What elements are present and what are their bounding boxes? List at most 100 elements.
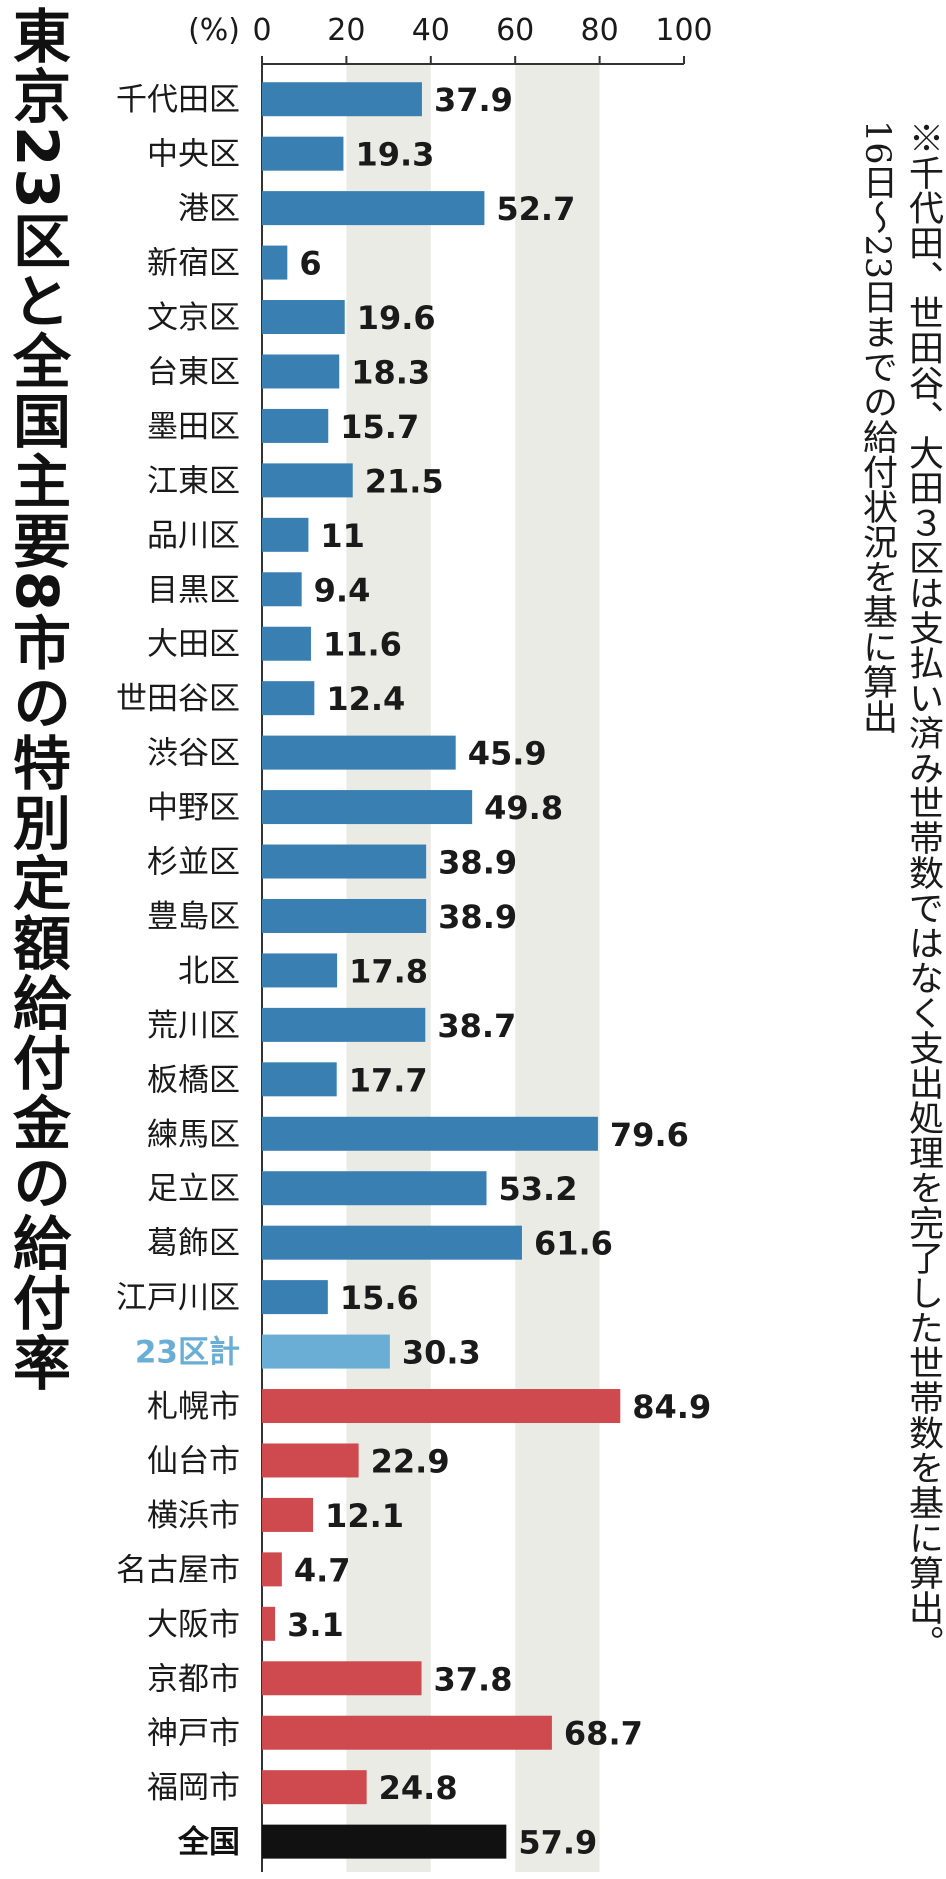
value-label: 37.9 bbox=[434, 81, 513, 119]
value-label: 17.7 bbox=[349, 1061, 428, 1099]
category-label: 文京区 bbox=[147, 300, 240, 336]
bar bbox=[262, 1007, 426, 1042]
value-label: 11 bbox=[320, 517, 365, 555]
value-label: 24.8 bbox=[379, 1769, 458, 1807]
bar bbox=[262, 790, 473, 825]
bar bbox=[262, 626, 311, 661]
bar bbox=[262, 1606, 276, 1641]
value-label: 4.7 bbox=[294, 1551, 351, 1589]
value-label: 45.9 bbox=[468, 735, 547, 773]
bar bbox=[262, 1443, 359, 1478]
bar bbox=[262, 1715, 552, 1750]
grid-band-20-40 bbox=[346, 64, 431, 1872]
tick-label: 0 bbox=[252, 13, 271, 48]
category-label: 目黒区 bbox=[147, 572, 240, 608]
category-label: 全国 bbox=[177, 1825, 240, 1861]
value-label: 61.6 bbox=[534, 1225, 613, 1263]
category-label: 中野区 bbox=[147, 790, 240, 826]
value-label: 21.5 bbox=[365, 462, 444, 500]
value-label: 12.4 bbox=[326, 680, 405, 718]
tick-label: 60 bbox=[496, 13, 534, 48]
category-label: 大田区 bbox=[147, 627, 240, 663]
bar bbox=[262, 136, 344, 171]
category-label: 北区 bbox=[178, 953, 240, 989]
value-label: 52.7 bbox=[496, 190, 575, 228]
category-label: 品川区 bbox=[147, 518, 240, 554]
value-label: 22.9 bbox=[371, 1442, 450, 1480]
bar bbox=[262, 82, 422, 117]
category-label: 板橋区 bbox=[147, 1062, 240, 1098]
value-labels: 37.919.3 52.7 6 19.6 18.3 15.7 21.511 9.4 11.6 12… bbox=[287, 81, 711, 1861]
grid-band-60-80 bbox=[515, 64, 600, 1872]
category-label: 葛飾区 bbox=[147, 1226, 240, 1262]
bar bbox=[262, 1225, 522, 1260]
bar bbox=[262, 245, 288, 280]
tick-label: 80 bbox=[581, 13, 619, 48]
bar bbox=[262, 1280, 328, 1315]
value-label: 11.6 bbox=[323, 626, 402, 664]
x-axis: 0 20 40 60 80 100 (%) bbox=[188, 13, 713, 1872]
bar bbox=[262, 191, 485, 226]
bar bbox=[262, 844, 427, 879]
background-bands bbox=[346, 64, 600, 1872]
axis-unit: (%) bbox=[188, 13, 240, 48]
category-label: 中央区 bbox=[147, 137, 240, 173]
value-label: 79.6 bbox=[610, 1116, 689, 1154]
category-label: 千代田区 bbox=[116, 82, 240, 118]
category-label: 仙台市 bbox=[147, 1443, 240, 1479]
bar bbox=[262, 1770, 367, 1805]
value-label: 57.9 bbox=[518, 1824, 597, 1862]
value-label: 17.8 bbox=[349, 952, 428, 990]
category-label: 荒川区 bbox=[147, 1008, 240, 1044]
category-label: 京都市 bbox=[147, 1661, 240, 1697]
bar bbox=[262, 1497, 314, 1532]
footnote: ※千代田、世田谷、大田３区は支払い済み世帯数ではなく支出処理を完了した世帯数を基… bbox=[857, 120, 943, 1660]
bar bbox=[262, 1389, 621, 1424]
bar bbox=[262, 463, 353, 498]
tick-label: 40 bbox=[412, 13, 450, 48]
category-labels: 千代田区中央区港区新宿区文京区台東区墨田区江東区品川区目黒区大田区世田谷区渋谷区… bbox=[116, 82, 240, 1860]
value-label: 3.1 bbox=[287, 1606, 344, 1644]
bars bbox=[262, 82, 621, 1859]
value-label: 53.2 bbox=[499, 1170, 578, 1208]
bar bbox=[262, 517, 309, 552]
bar bbox=[262, 1171, 487, 1206]
category-label: 横浜市 bbox=[147, 1498, 240, 1534]
value-label: 38.9 bbox=[438, 898, 517, 936]
value-label: 19.6 bbox=[357, 299, 436, 337]
bar bbox=[262, 681, 315, 716]
bar bbox=[262, 300, 345, 335]
category-label: 札幌市 bbox=[147, 1389, 240, 1425]
value-label: 15.7 bbox=[340, 408, 419, 446]
value-label: 38.7 bbox=[437, 1007, 516, 1045]
value-label: 6 bbox=[299, 245, 321, 283]
bar bbox=[262, 408, 329, 443]
category-label: 大阪市 bbox=[147, 1607, 240, 1643]
category-label: 江戸川区 bbox=[116, 1280, 240, 1316]
category-label: 江東区 bbox=[147, 463, 240, 499]
category-label: 名古屋市 bbox=[116, 1552, 240, 1588]
category-label: 23区計 bbox=[135, 1335, 240, 1371]
value-label: 37.8 bbox=[434, 1660, 513, 1698]
category-label: 神戸市 bbox=[147, 1716, 240, 1752]
bar bbox=[262, 953, 338, 988]
value-label: 49.8 bbox=[484, 789, 563, 827]
bar bbox=[262, 354, 340, 389]
bar bbox=[262, 1334, 390, 1369]
value-label: 38.9 bbox=[438, 844, 517, 882]
category-label: 台東区 bbox=[147, 354, 240, 390]
tick-label: 100 bbox=[655, 13, 712, 48]
category-label: 足立区 bbox=[147, 1171, 240, 1207]
bar bbox=[262, 898, 427, 933]
value-label: 12.1 bbox=[325, 1497, 404, 1535]
value-label: 19.3 bbox=[355, 136, 434, 174]
bar bbox=[262, 1661, 422, 1696]
category-label: 新宿区 bbox=[147, 246, 240, 282]
category-label: 豊島区 bbox=[147, 899, 240, 935]
value-label: 18.3 bbox=[351, 353, 430, 391]
category-label: 墨田区 bbox=[147, 409, 240, 445]
category-label: 世田谷区 bbox=[116, 681, 240, 717]
category-label: 港区 bbox=[178, 191, 240, 227]
category-label: 福岡市 bbox=[147, 1770, 240, 1806]
